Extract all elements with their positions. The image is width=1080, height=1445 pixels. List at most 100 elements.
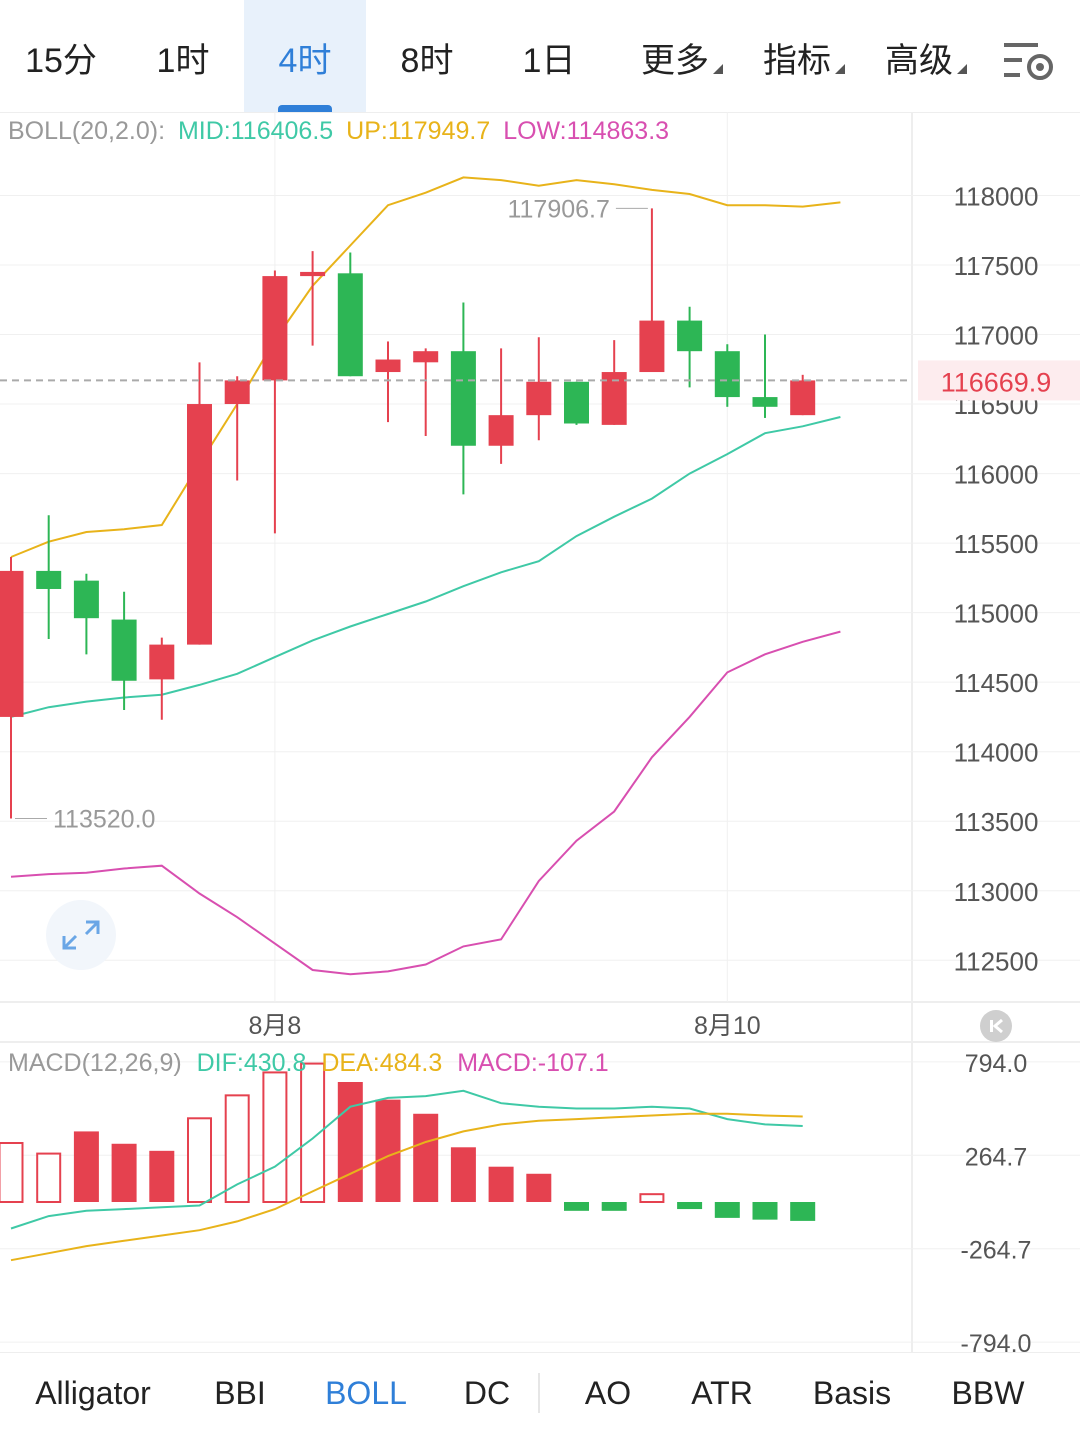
dropdown-caret-icon — [835, 64, 845, 74]
macd-legend-dea: DEA:484.3 — [321, 1049, 442, 1077]
candle-body — [0, 570, 24, 717]
macd-histogram-bar — [375, 1099, 401, 1202]
candle-body — [564, 381, 589, 424]
macd-histogram-bar — [752, 1202, 778, 1220]
candle-body — [73, 580, 99, 619]
macd-histogram-bar — [187, 1117, 212, 1204]
macd-histogram-bar — [36, 1152, 62, 1204]
boll-upper-line — [10, 176, 841, 558]
candle-body — [752, 397, 778, 407]
tab-15m[interactable]: 15分 — [25, 42, 97, 80]
more-dropdown[interactable]: 更多 — [622, 0, 742, 112]
macd-tick-label: 794.0 — [965, 1050, 1028, 1078]
price-chart[interactable]: 112500 113000 113500 114000 114500 115000 1155… — [0, 112, 1080, 1352]
candle-body — [375, 359, 401, 373]
boll-legend-name: BOLL(20,2.0): — [8, 117, 165, 145]
macd-tick-label: -794.0 — [961, 1330, 1032, 1352]
indicators-dropdown-label: 指标 — [763, 42, 831, 80]
boll-mid-line — [10, 416, 841, 718]
macd-histogram-bar — [450, 1147, 476, 1202]
tab-4h[interactable]: 4时 — [244, 0, 366, 112]
annotations: 116669.9 117906.7 113520.0 — [0, 195, 1080, 833]
price-tick-label: 113000 — [954, 877, 1039, 907]
candle-body — [450, 351, 476, 446]
candle-body — [300, 271, 326, 277]
macd-histogram-bar — [488, 1166, 514, 1202]
macd-panel: 794.0 264.7 -264.7 -794.0 — [0, 1050, 1080, 1352]
macd-legend-dif: DIF:430.8 — [197, 1049, 307, 1077]
price-tick-label: 116000 — [954, 460, 1039, 490]
tab-1h[interactable]: 1时 — [156, 42, 210, 80]
indicator-separator — [538, 1373, 540, 1413]
indicator-boll[interactable]: BOLL — [325, 1375, 407, 1411]
time-tick-label: 8月10 — [694, 1012, 761, 1040]
candle-body — [36, 570, 62, 589]
boll-legend-up: UP:117949.7 — [346, 117, 490, 145]
candle-body — [262, 276, 288, 381]
indicator-ao[interactable]: AO — [584, 1375, 632, 1411]
candle-body — [337, 273, 363, 377]
price-tick-label: 112500 — [954, 946, 1039, 976]
max-price-label: 117906.7 — [507, 195, 609, 223]
active-tab-indicator — [278, 105, 332, 112]
macd-histogram-bar — [337, 1082, 363, 1202]
current-price-label: 116669.9 — [941, 367, 1052, 397]
macd-histogram-bar — [601, 1202, 627, 1211]
macd-dea-line — [10, 1112, 803, 1262]
dropdown-caret-icon — [713, 64, 723, 74]
price-tick-label: 115500 — [954, 529, 1039, 559]
axis-labels: 112500 113000 113500 114000 114500 115000 1155… — [248, 181, 1038, 1040]
macd-histogram-bar — [300, 1062, 326, 1204]
macd-histogram-bar — [224, 1094, 250, 1204]
advanced-dropdown-label: 高级 — [885, 42, 953, 80]
indicator-atr[interactable]: ATR — [691, 1375, 753, 1411]
candle-body — [149, 644, 175, 680]
min-price-label: 113520.0 — [53, 805, 155, 833]
macd-histogram-bar — [677, 1202, 703, 1210]
candle-body — [111, 619, 137, 681]
chart-settings-icon[interactable] — [1002, 40, 1056, 84]
more-dropdown-label: 更多 — [641, 42, 709, 80]
rewind-to-start-icon — [990, 1018, 1003, 1034]
indicator-bar: Alligator BBI BOLL DC AO ATR Basis BBW — [0, 1352, 1080, 1445]
expand-chart-button[interactable] — [46, 900, 116, 970]
price-tick-label: 117000 — [954, 321, 1039, 351]
price-tick-label: 118000 — [954, 181, 1039, 211]
indicators-dropdown[interactable]: 指标 — [744, 0, 864, 112]
boll-lower-line — [10, 630, 841, 976]
candle-body — [526, 381, 552, 416]
candle-body — [714, 351, 740, 398]
tab-8h[interactable]: 8时 — [400, 42, 454, 80]
price-tick-label: 114000 — [954, 738, 1039, 768]
current-price-badge — [918, 360, 1080, 401]
candlesticks — [0, 208, 816, 819]
advanced-dropdown[interactable]: 高级 — [866, 0, 986, 112]
macd-histogram-bar — [262, 1071, 288, 1203]
candle-body — [224, 380, 250, 405]
macd-tick-label: 264.7 — [965, 1143, 1028, 1171]
rewind-button[interactable] — [980, 1010, 1012, 1042]
indicator-basis[interactable]: Basis — [812, 1375, 892, 1411]
candle-body — [639, 320, 665, 373]
price-tick-label: 114500 — [954, 668, 1039, 698]
macd-legend: MACD(12,26,9) DIF:430.8 DEA:484.3 MACD:-… — [8, 1049, 609, 1077]
price-tick-label: 115000 — [954, 599, 1039, 629]
price-tick-label: 117500 — [954, 251, 1039, 281]
boll-legend: BOLL(20,2.0): MID:116406.5 UP:117949.7 L… — [8, 117, 669, 145]
macd-histogram-bar — [149, 1150, 175, 1202]
boll-bands — [10, 176, 841, 976]
time-tick-label: 8月8 — [248, 1012, 301, 1040]
indicator-dc[interactable]: DC — [463, 1375, 511, 1411]
boll-legend-mid: MID:116406.5 — [178, 117, 333, 145]
expand-arrows-icon — [62, 920, 100, 950]
macd-histogram-bar — [714, 1202, 740, 1218]
candle-body — [790, 380, 816, 416]
macd-histogram-bar — [790, 1202, 816, 1221]
tab-1d[interactable]: 1日 — [522, 42, 576, 80]
indicator-bbi[interactable]: BBI — [214, 1375, 266, 1411]
candle-body — [488, 415, 514, 446]
indicator-bbw[interactable]: BBW — [951, 1375, 1025, 1411]
indicator-alligator[interactable]: Alligator — [35, 1375, 151, 1411]
macd-tick-label: -264.7 — [961, 1237, 1032, 1265]
tab-4h-label: 4时 — [278, 42, 332, 80]
